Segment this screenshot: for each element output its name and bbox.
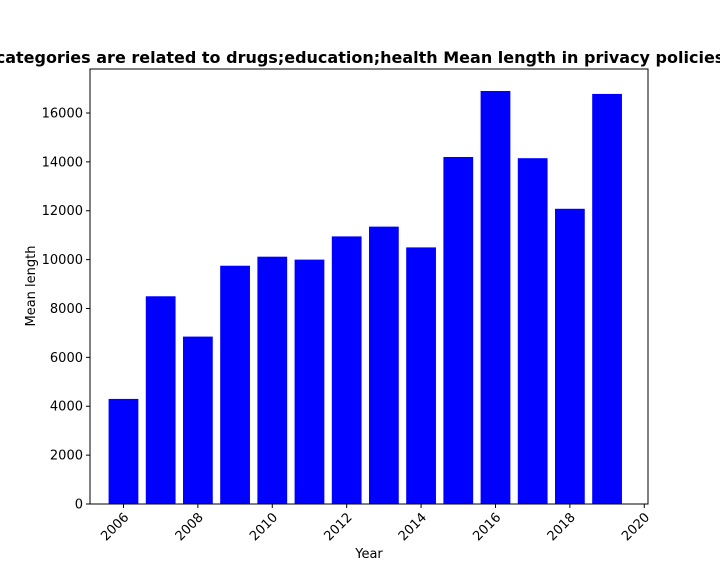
x-axis-label: Year [354,547,383,562]
x-tick-label: 2012 [322,510,356,544]
y-tick-label: 2000 [50,449,83,464]
y-axis-label: Mean length [24,246,39,327]
bar-2008 [183,336,213,504]
bar-2015 [443,156,474,505]
y-tick-label: 4000 [50,400,83,415]
x-tick-label: 2010 [247,510,281,544]
y-tick-label: 6000 [50,351,83,366]
plot-frame [89,68,649,505]
y-tick-label: 12000 [42,204,83,219]
bar-2009 [220,265,250,504]
bar-2016 [480,90,511,505]
x-tick-label: 2014 [396,510,430,544]
bar-2018 [555,208,585,505]
x-tick-label: 2006 [98,510,132,544]
y-axis-ticks: 0 2000 4000 6000 8000 10000 12000 14000 16000 [42,106,90,513]
y-tick-label: 14000 [42,155,83,170]
x-axis-ticks: 2006 2008 2010 2012 2014 2016 2018 2020 [98,504,653,544]
y-tick-label: 10000 [42,253,83,268]
bar-2006 [108,398,139,504]
bars-group [108,90,622,505]
y-tick-label: 16000 [42,106,83,121]
bar-2019 [592,93,622,505]
x-tick-label: 2016 [470,510,504,544]
bar-2013 [369,226,399,504]
bar-2012 [331,236,362,504]
x-tick-label: 2020 [619,510,653,544]
y-tick-label: 8000 [50,302,83,317]
bar-2017 [517,158,548,504]
x-tick-label: 2008 [173,510,207,544]
x-tick-label: 2018 [545,510,579,544]
bar-2014 [406,247,436,504]
bar-2011 [294,259,325,504]
bar-2010 [257,256,288,504]
chart-title: categories are related to drugs;educatio… [0,48,720,67]
bar-2007 [145,296,176,504]
y-tick-label: 0 [75,498,83,513]
